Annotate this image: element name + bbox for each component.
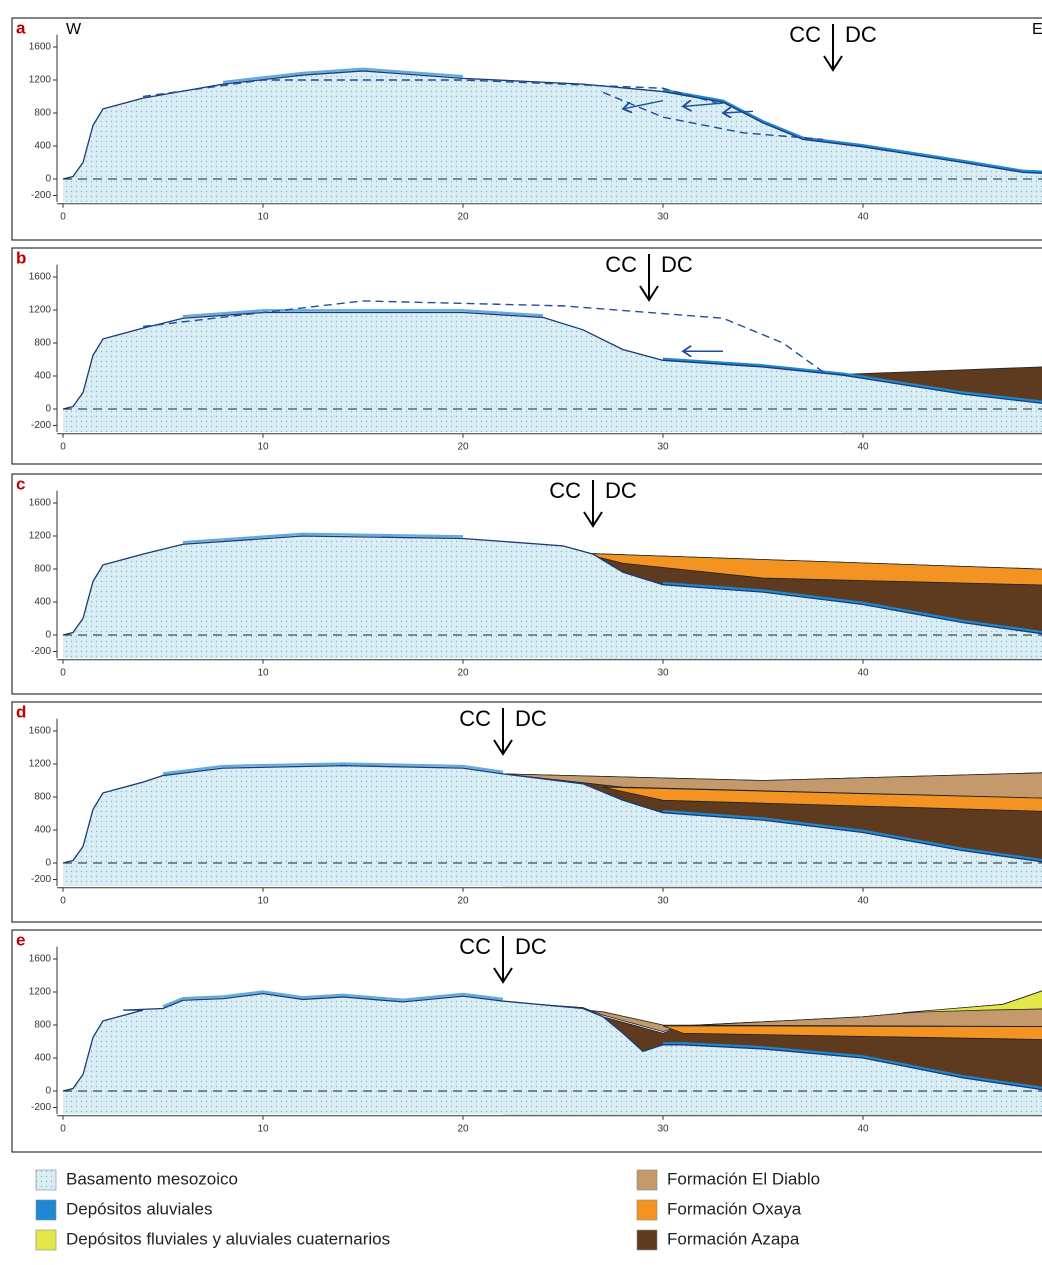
panel: 1600 1200 800 400 0 -200 0 10 20 30 40 c CC DC [12, 474, 1042, 694]
y-tick-label: 1600 [29, 498, 52, 509]
legend-swatch [36, 1200, 56, 1220]
legend-label: Formación El Diablo [667, 1169, 820, 1188]
y-tick-label: -200 [31, 1102, 51, 1113]
y-tick-label: 1200 [29, 305, 52, 316]
panel: 1600 1200 800 400 0 -200 0 10 20 30 40 a W E CC DC [12, 18, 1042, 240]
x-tick-label: 10 [257, 895, 269, 906]
y-tick-label: -200 [31, 420, 51, 431]
panel-label: c [16, 474, 25, 493]
y-tick-label: 0 [45, 858, 51, 869]
x-tick-label: 0 [60, 211, 66, 222]
x-tick-label: 0 [60, 667, 66, 678]
east-label: E [1032, 21, 1042, 38]
y-tick-label: -200 [31, 190, 51, 201]
x-tick-label: 40 [857, 211, 869, 222]
y-tick-label: 1600 [29, 272, 52, 283]
legend-label: Depósitos aluviales [66, 1199, 212, 1218]
y-tick-label: 800 [34, 338, 51, 349]
y-tick-label: 400 [34, 1053, 51, 1064]
x-tick-label: 0 [60, 441, 66, 452]
dc-label: DC [845, 22, 877, 47]
y-tick-label: 0 [45, 630, 51, 641]
legend-swatch [637, 1200, 657, 1220]
dc-label: DC [515, 706, 547, 731]
x-tick-label: 40 [857, 667, 869, 678]
dc-label: DC [661, 252, 693, 277]
legend-label: Basamento mesozoico [66, 1169, 238, 1188]
dc-label: DC [515, 934, 547, 959]
legend-label: Formación Oxaya [667, 1199, 802, 1218]
x-tick-label: 10 [257, 667, 269, 678]
x-tick-label: 40 [857, 441, 869, 452]
y-tick-label: -200 [31, 646, 51, 657]
panel-label: b [16, 248, 26, 267]
y-tick-label: 0 [45, 174, 51, 185]
x-tick-label: 30 [657, 667, 669, 678]
panel-label: a [16, 18, 26, 37]
y-tick-label: 1600 [29, 726, 52, 737]
cc-label: CC [789, 22, 821, 47]
y-tick-label: 800 [34, 1020, 51, 1031]
y-tick-label: 1200 [29, 987, 52, 998]
y-tick-label: 0 [45, 1086, 51, 1097]
x-tick-label: 0 [60, 895, 66, 906]
y-tick-label: 1600 [29, 954, 52, 965]
legend-swatch [637, 1170, 657, 1190]
legend-label: Formación Azapa [667, 1229, 800, 1248]
y-tick-label: 800 [34, 564, 51, 575]
x-tick-label: 40 [857, 1123, 869, 1134]
west-label: W [66, 21, 82, 38]
legend-swatch [36, 1230, 56, 1250]
y-tick-label: 800 [34, 792, 51, 803]
x-tick-label: 30 [657, 441, 669, 452]
x-tick-label: 30 [657, 1123, 669, 1134]
legend-label: Depósitos fluviales y aluviales cuaterna… [66, 1229, 390, 1248]
x-tick-label: 20 [457, 1123, 469, 1134]
panel: 1600 1200 800 400 0 -200 0 10 20 30 40 b CC DC [12, 248, 1042, 464]
x-tick-label: 20 [457, 211, 469, 222]
y-tick-label: 0 [45, 404, 51, 415]
y-tick-label: 1600 [29, 42, 52, 53]
plot [63, 764, 1042, 887]
x-tick-label: 30 [657, 211, 669, 222]
legend-swatch [36, 1170, 56, 1190]
y-tick-label: 1200 [29, 75, 52, 86]
cc-label: CC [549, 478, 581, 503]
panel: 1600 1200 800 400 0 -200 0 10 20 30 40 e CC DC [12, 930, 1042, 1152]
x-tick-label: 20 [457, 441, 469, 452]
panel-label: e [16, 930, 25, 949]
cc-label: CC [459, 934, 491, 959]
y-tick-label: 800 [34, 108, 51, 119]
y-tick-label: 400 [34, 371, 51, 382]
x-tick-label: 10 [257, 1123, 269, 1134]
x-tick-label: 30 [657, 895, 669, 906]
cc-label: CC [605, 252, 637, 277]
legend-swatch [637, 1230, 657, 1250]
cc-label: CC [459, 706, 491, 731]
x-tick-label: 40 [857, 895, 869, 906]
dc-label: DC [605, 478, 637, 503]
x-tick-label: 20 [457, 895, 469, 906]
y-tick-label: 1200 [29, 759, 52, 770]
panel: 1600 1200 800 400 0 -200 0 10 20 30 40 d CC DC [12, 702, 1042, 922]
panel-label: d [16, 702, 26, 721]
x-tick-label: 10 [257, 441, 269, 452]
y-tick-label: 400 [34, 141, 51, 152]
y-tick-label: 400 [34, 825, 51, 836]
x-tick-label: 10 [257, 211, 269, 222]
y-tick-label: -200 [31, 874, 51, 885]
x-tick-label: 20 [457, 667, 469, 678]
x-tick-label: 0 [60, 1123, 66, 1134]
figure: 160012008004000-200010203040aWECCDC16001… [0, 0, 1042, 1260]
y-tick-label: 1200 [29, 531, 52, 542]
y-tick-label: 400 [34, 597, 51, 608]
